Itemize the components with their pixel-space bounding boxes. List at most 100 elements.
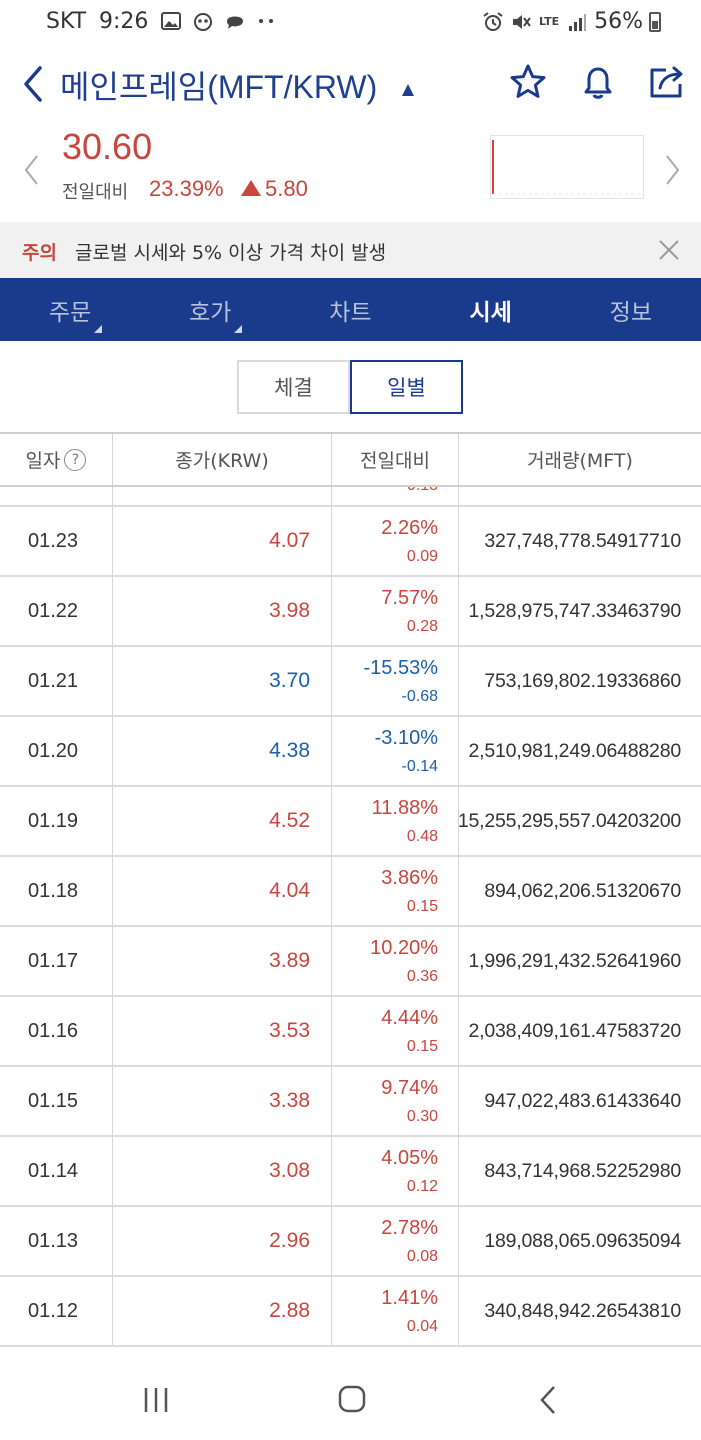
row-date: 01.13: [0, 1207, 113, 1275]
partial-row: 0.18: [0, 487, 701, 507]
notice-text: 글로벌 시세와 5% 이상 가격 차이 발생: [75, 242, 387, 264]
tab-menu-indicator-icon: [94, 325, 102, 333]
bell-icon: [584, 67, 612, 99]
row-close-price: 3.38: [113, 1067, 332, 1135]
row-close-price: 3.70: [113, 647, 332, 715]
recent-apps-button[interactable]: [136, 1382, 176, 1418]
row-change-amount: -0.68: [401, 688, 438, 705]
system-nav-bar: [0, 1360, 701, 1440]
table-row: 01.14 3.08 4.05% 0.12 843,714,968.52252980: [0, 1137, 701, 1207]
tab-order[interactable]: 주문: [0, 278, 140, 341]
row-change-amount: 0.15: [406, 898, 438, 915]
column-close: 종가(KRW): [113, 434, 332, 485]
tab-info[interactable]: 정보: [561, 278, 701, 341]
chevron-right-icon: [666, 155, 680, 185]
alarm-icon: [482, 11, 504, 33]
row-change: -3.10% -0.14: [332, 717, 459, 785]
segment-daily[interactable]: 일별: [350, 360, 463, 414]
row-change-amount: 0.08: [406, 1248, 438, 1265]
battery-icon: [649, 11, 661, 32]
back-button[interactable]: [18, 64, 50, 104]
row-volume: 2,038,409,161.47583720: [468, 1019, 682, 1042]
row-change: 2.26% 0.09: [332, 507, 459, 575]
row-change: 1.41% 0.04: [332, 1277, 459, 1345]
row-change-amount: -0.14: [401, 758, 438, 775]
row-date: 01.12: [0, 1277, 113, 1345]
tab-label: 시세: [469, 299, 512, 326]
row-change-amount: 0.36: [406, 968, 438, 985]
row-volume: 1,996,291,432.52641960: [468, 949, 682, 972]
partial-cell: [459, 487, 701, 505]
next-coin-button[interactable]: [662, 152, 682, 188]
change-percent: 23.39%: [149, 176, 224, 201]
tab-market-price[interactable]: 시세: [421, 278, 561, 341]
clock: 9:26: [99, 9, 149, 34]
notice-tag: 주의: [22, 242, 57, 264]
tab-chart[interactable]: 차트: [280, 278, 420, 341]
row-volume: 15,255,295,557.04203200: [457, 809, 681, 832]
tab-menu-indicator-icon: [234, 325, 243, 333]
row-change-amount: 0.12: [406, 1178, 438, 1195]
partial-cell: [113, 487, 332, 505]
partial-cell: [0, 487, 113, 505]
chevron-left-icon: [24, 155, 38, 185]
partial-change-value: 0.18: [407, 487, 438, 495]
notice-close-button[interactable]: [657, 238, 681, 262]
table-header: 일자 ? 종가(KRW) 전일대비 거래량(MFT): [0, 432, 701, 487]
row-change-amount: 0.09: [406, 548, 438, 565]
change-label: 전일대비: [62, 182, 129, 203]
row-volume: 340,848,942.26543810: [484, 1299, 681, 1322]
tab-label: 차트: [329, 299, 372, 326]
mini-chart[interactable]: [490, 135, 644, 199]
share-button[interactable]: [646, 62, 686, 102]
row-change-amount: 0.04: [406, 1318, 438, 1335]
row-close-price: 3.08: [113, 1137, 332, 1205]
favorite-button[interactable]: [508, 62, 548, 102]
alert-button[interactable]: [578, 62, 618, 102]
column-date: 일자 ?: [0, 434, 113, 485]
prev-coin-button[interactable]: [22, 152, 42, 188]
table-row: 01.17 3.89 10.20% 0.36 1,996,291,432.5264196…: [0, 927, 701, 997]
daily-price-table[interactable]: 0.18 01.234.07 2.26% 0.09 327,748,778.54917…: [0, 487, 701, 1360]
page-title[interactable]: 메인프레임(MFT/KRW): [60, 69, 378, 105]
help-icon[interactable]: ?: [64, 448, 87, 471]
segment-trades[interactable]: 체결: [237, 360, 350, 414]
row-change-percent: -3.10%: [374, 727, 438, 749]
row-date: 01.19: [0, 787, 113, 855]
row-date: 01.22: [0, 577, 113, 645]
row-close-price: 3.98: [113, 577, 332, 645]
app-notification-icon: [192, 10, 214, 32]
tab-label: 호가: [189, 299, 232, 326]
row-close-price: 2.96: [113, 1207, 332, 1275]
row-change-percent: 1.41%: [381, 1287, 438, 1309]
row-date: 01.15: [0, 1067, 113, 1135]
table-row: 01.23 4.07 2.26% 0.09 327,748,778.54917710: [0, 507, 701, 577]
row-change: 10.20% 0.36: [332, 927, 459, 995]
table-row: 01.12 2.88 1.41% 0.04 340,848,942.26543810: [0, 1277, 701, 1347]
home-button[interactable]: [332, 1382, 372, 1418]
row-change: 7.57% 0.28: [332, 577, 459, 645]
table-row: 01.18 4.04 3.86% 0.15 894,062,206.51320670: [0, 857, 701, 927]
row-close-price: 4.52: [113, 787, 332, 855]
change-amount: 5.80: [265, 176, 308, 201]
row-change: 3.86% 0.15: [332, 857, 459, 925]
row-date: 01.18: [0, 857, 113, 925]
mute-icon: [510, 11, 532, 33]
partial-cell: 0.18: [332, 487, 459, 505]
row-close-price: 4.04: [113, 857, 332, 925]
table-row: 01.20 4.38 -3.10% -0.14 2,510,981,249.064882…: [0, 717, 701, 787]
row-change-percent: 4.05%: [381, 1147, 438, 1169]
tab-orderbook[interactable]: 호가: [140, 278, 280, 341]
row-date: 01.17: [0, 927, 113, 995]
system-back-button[interactable]: [530, 1382, 570, 1418]
table-row: 01.15 3.38 9.74% 0.30 947,022,483.61433640: [0, 1067, 701, 1137]
more-notifications-icon: [256, 10, 278, 32]
system-status: LTE 56%: [482, 9, 661, 34]
row-change: 11.88% 0.48: [332, 787, 459, 855]
title-dropdown-caret-icon[interactable]: [402, 84, 414, 96]
row-date: 01.16: [0, 997, 113, 1065]
carrier-label: SKT: [46, 9, 87, 34]
column-label: 일자: [25, 450, 61, 472]
row-date: 01.23: [0, 507, 113, 575]
row-volume: 327,748,778.54917710: [484, 529, 681, 552]
